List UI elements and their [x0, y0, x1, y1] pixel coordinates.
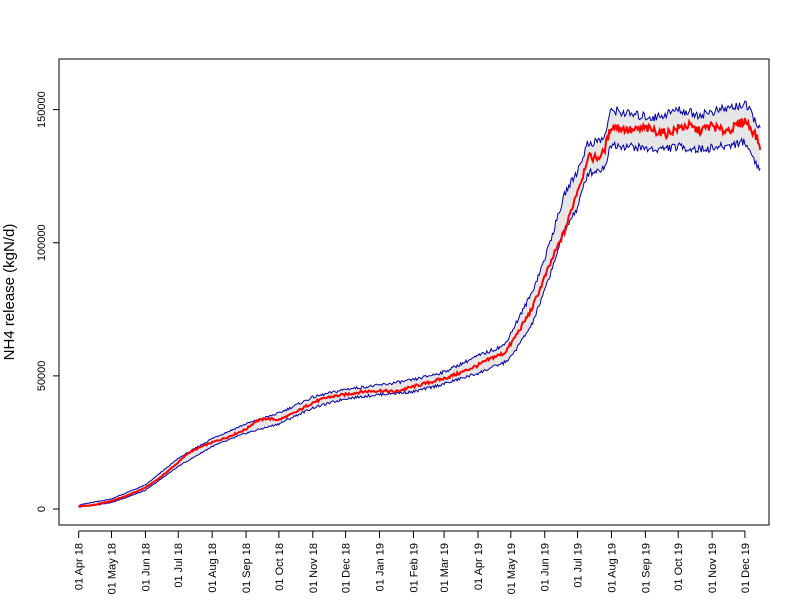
x-tick-label: 01 Nov 18 [308, 543, 320, 593]
x-tick-label: 01 Dec 19 [740, 543, 752, 593]
x-tick-label: 01 Mar 19 [439, 543, 451, 593]
x-tick-label: 01 Jul 18 [173, 543, 185, 588]
upper-bound-line [78, 100, 761, 506]
x-tick-label: 01 May 18 [107, 543, 119, 594]
x-axis: 01 Apr 18 01 May 18 01 Jun 18 01 Jul 18 01 A… [74, 530, 752, 594]
y-tick-label: 0 [36, 506, 48, 512]
y-axis-title: NH4 release (kgN/d) [1, 224, 18, 361]
y-tick-label: 50000 [36, 361, 48, 392]
x-tick-label: 01 Aug 19 [606, 543, 618, 593]
lower-bound-line [78, 137, 761, 508]
uncertainty-band [78, 101, 761, 508]
y-tick-label: 150000 [36, 91, 48, 128]
x-tick-label: 01 Jun 18 [140, 543, 152, 591]
x-tick-label: 01 Aug 18 [207, 543, 219, 593]
x-tick-label: 01 Dec 18 [341, 543, 353, 593]
x-tick-label: 01 Apr 19 [473, 543, 485, 590]
y-tick-label: 100000 [36, 224, 48, 261]
x-tick-label: 01 Jun 19 [540, 543, 552, 591]
x-tick-label: 01 Jan 19 [375, 543, 387, 591]
x-tick-label: 01 Apr 18 [74, 543, 86, 590]
x-tick-label: 01 Oct 18 [274, 543, 286, 591]
x-tick-label: 01 Sep 18 [241, 543, 253, 593]
mean-line [78, 117, 762, 508]
x-tick-label: 01 Jul 19 [573, 543, 585, 588]
x-tick-label: 01 May 19 [506, 543, 518, 594]
x-tick-label: 01 Sep 19 [640, 543, 652, 593]
plot-frame [58, 58, 770, 526]
y-axis: 0 50000 100000 150000 [36, 91, 59, 512]
x-tick-label: 01 Feb 19 [408, 543, 420, 593]
x-tick-label: 01 Oct 19 [673, 543, 685, 591]
x-tick-label: 01 Nov 19 [707, 543, 719, 593]
